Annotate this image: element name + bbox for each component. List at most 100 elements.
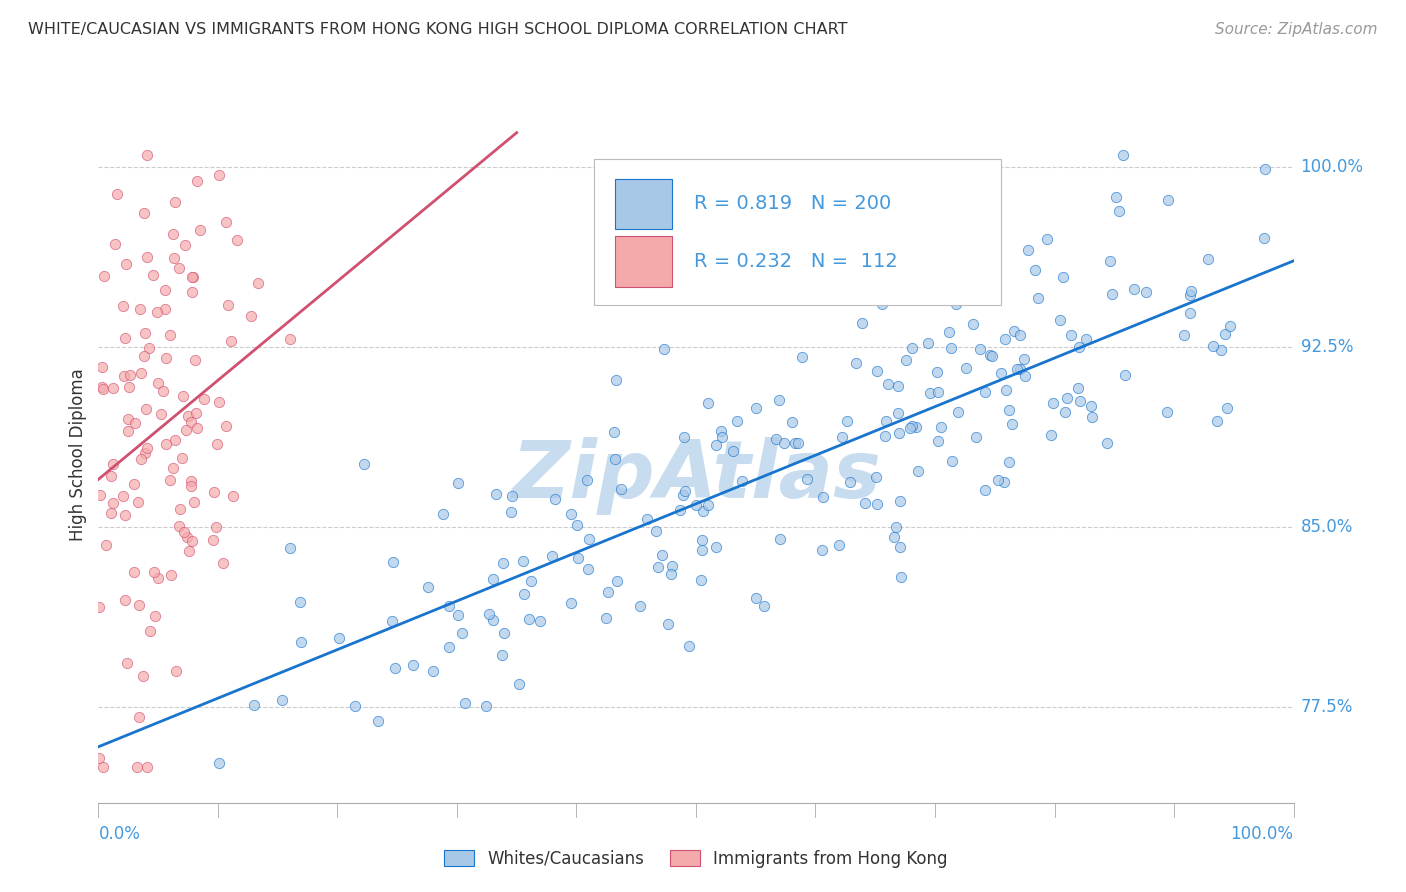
Point [453,696,475,710]
Point [478,607,501,621]
Point [207,436,229,450]
Point [181,269,204,284]
Point [114,369,136,384]
Point [215,215,238,229]
Point [328,632,350,646]
Point [969,343,991,357]
Point [636,512,658,526]
Point [1156,194,1178,208]
Point [645,524,668,538]
Point [875,429,897,443]
Point [139,624,162,638]
Point [494,626,516,640]
Point [432,507,454,521]
Point [174,238,197,252]
Point [1052,270,1074,285]
Text: WHITE/CAUCASIAN VS IMMIGRANTS FROM HONG KONG HIGH SCHOOL DIPLOMA CORRELATION CHA: WHITE/CAUCASIAN VS IMMIGRANTS FROM HONG … [28,22,848,37]
Text: 100.0%: 100.0% [1230,825,1294,843]
Point [122,477,145,491]
Point [1108,203,1130,218]
Point [278,332,301,346]
Point [204,520,226,534]
Point [447,608,470,623]
Point [94,538,117,552]
Point [560,507,582,521]
Point [1036,232,1059,246]
Point [544,492,567,507]
Point [1054,405,1077,419]
Point [704,438,727,452]
Point [183,270,205,285]
Text: 92.5%: 92.5% [1301,338,1353,356]
Point [143,608,166,623]
Point [202,533,225,548]
Point [120,368,142,382]
Point [1135,285,1157,299]
Point [167,260,190,275]
Point [974,483,997,498]
Point [101,496,124,510]
Point [353,457,375,471]
Point [1180,284,1202,298]
Point [179,544,201,558]
Point [208,168,231,182]
Point [91,382,114,396]
Point [1069,340,1091,354]
Point [180,474,202,488]
Point [835,414,858,428]
Point [1254,162,1277,177]
Point [1112,148,1135,162]
Point [103,381,125,395]
Point [155,437,177,451]
Point [508,677,530,691]
Point [1081,409,1104,424]
Point [142,268,165,283]
Point [159,327,181,342]
Point [768,393,790,408]
Point [243,698,266,712]
Point [127,760,149,774]
Legend: Whites/Caucasians, Immigrants from Hong Kong: Whites/Caucasians, Immigrants from Hong … [437,843,955,874]
Point [132,669,155,683]
Point [907,464,929,478]
Point [153,283,176,297]
Point [529,614,551,628]
Point [647,560,669,574]
Point [155,351,177,365]
Point [207,756,229,770]
Point [889,493,911,508]
Point [1040,428,1063,442]
Point [167,519,190,533]
Point [704,540,727,554]
Point [134,206,156,220]
Point [1042,396,1064,410]
Text: 77.5%: 77.5% [1301,698,1353,716]
Point [162,227,184,241]
Point [208,394,231,409]
Point [541,549,564,563]
Point [1017,243,1039,257]
Point [1056,391,1078,405]
Point [974,384,997,399]
Point [172,389,194,403]
Point [917,336,939,351]
Point [690,573,713,587]
Point [100,506,122,520]
Point [790,351,813,365]
Point [422,664,444,678]
Point [710,424,733,438]
Point [1008,327,1031,342]
Point [938,326,960,340]
Point [492,556,515,570]
Point [499,505,522,519]
Point [780,416,803,430]
Point [606,574,628,588]
Point [1069,394,1091,409]
Text: R = 0.232   N =  112: R = 0.232 N = 112 [693,252,897,271]
Point [149,407,172,421]
Point [382,555,405,569]
Point [402,657,425,672]
Point [941,454,963,468]
Point [142,565,165,579]
Point [152,384,174,398]
